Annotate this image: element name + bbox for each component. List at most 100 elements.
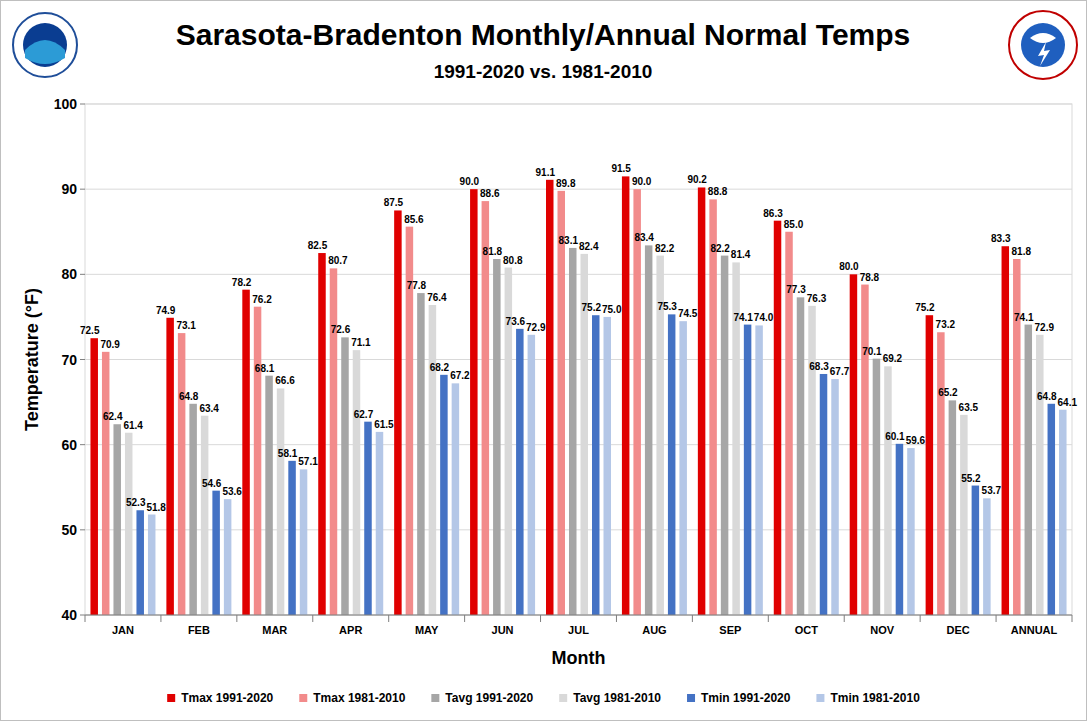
data-label: 62.7 xyxy=(354,409,374,420)
bar xyxy=(744,325,752,615)
x-tick xyxy=(996,615,997,622)
bar xyxy=(166,318,174,615)
data-label: 57.1 xyxy=(298,456,318,467)
data-label: 53.6 xyxy=(222,486,242,497)
logo-ring xyxy=(1009,11,1077,79)
data-label: 59.6 xyxy=(906,435,926,446)
data-label: 63.4 xyxy=(199,403,219,414)
data-label: 81.8 xyxy=(483,246,503,257)
x-tick-label: JUL xyxy=(568,624,589,636)
data-label: 82.4 xyxy=(579,241,599,252)
bar xyxy=(983,498,991,615)
bar xyxy=(102,352,110,615)
x-tick xyxy=(616,615,617,622)
bar xyxy=(896,444,904,615)
data-label: 75.0 xyxy=(602,304,622,315)
logo-core xyxy=(23,23,67,67)
y-tick-label: 70 xyxy=(61,352,77,368)
data-label: 80.7 xyxy=(328,255,348,266)
background xyxy=(0,0,1087,721)
bar xyxy=(831,379,839,615)
legend-item: Tmax 1991-2020 xyxy=(167,691,273,705)
legend-label: Tmin 1981-2010 xyxy=(830,691,920,705)
data-label: 91.1 xyxy=(536,167,556,178)
bar xyxy=(482,201,490,615)
data-label: 75.2 xyxy=(915,302,935,313)
data-label: 64.1 xyxy=(1058,397,1078,408)
noaa-logo xyxy=(13,13,77,77)
data-label: 64.8 xyxy=(179,391,199,402)
logo-wave xyxy=(25,40,65,64)
data-label: 78.2 xyxy=(232,277,252,288)
x-tick xyxy=(160,615,161,622)
data-label: 73.1 xyxy=(176,320,196,331)
data-label: 74.1 xyxy=(733,312,753,323)
bar xyxy=(1025,325,1033,615)
bar xyxy=(972,486,980,615)
data-label: 77.8 xyxy=(407,280,427,291)
bar xyxy=(376,432,384,615)
bar xyxy=(592,315,600,615)
bar xyxy=(861,285,869,615)
data-label: 78.8 xyxy=(860,272,880,283)
bar xyxy=(440,375,448,615)
bar xyxy=(178,333,186,615)
data-label: 60.1 xyxy=(885,431,905,442)
data-label: 67.2 xyxy=(450,370,470,381)
x-tick-label: JAN xyxy=(112,624,134,636)
nws-logo xyxy=(1009,11,1077,79)
data-label: 73.2 xyxy=(936,319,956,330)
bar xyxy=(341,337,349,615)
x-tick-label: ANNUAL xyxy=(1011,624,1058,636)
data-label: 90.0 xyxy=(632,176,652,187)
data-label: 74.9 xyxy=(156,305,176,316)
data-label: 82.2 xyxy=(655,243,675,254)
data-label: 83.3 xyxy=(991,233,1011,244)
data-label: 76.2 xyxy=(252,294,272,305)
y-tick xyxy=(80,444,85,445)
data-label: 54.6 xyxy=(202,478,222,489)
legend-item: Tmax 1981-2010 xyxy=(299,691,405,705)
data-label: 63.5 xyxy=(959,402,979,413)
bar xyxy=(125,433,133,615)
bar xyxy=(755,325,763,615)
grid-line xyxy=(85,359,1072,360)
data-label: 64.8 xyxy=(1037,391,1057,402)
data-label: 72.9 xyxy=(1035,322,1055,333)
bar xyxy=(417,293,425,615)
x-tick-label: DEC xyxy=(946,624,969,636)
chart-border xyxy=(1,1,1087,721)
data-label: 75.2 xyxy=(582,302,602,313)
bar xyxy=(90,338,98,615)
subtitle: 1991-2020 vs. 1981-2010 xyxy=(434,61,653,82)
bar xyxy=(1002,246,1010,615)
bar xyxy=(318,253,326,615)
x-tick-label: AUG xyxy=(642,624,666,636)
data-label: 85.6 xyxy=(404,214,424,225)
legend-item: Tmin 1991-2020 xyxy=(687,691,791,705)
y-tick-label: 100 xyxy=(54,96,78,112)
legend-label: Tmax 1991-2020 xyxy=(181,691,273,705)
bar xyxy=(873,359,881,615)
data-label: 82.5 xyxy=(308,240,328,251)
bar xyxy=(470,189,478,615)
x-tick xyxy=(388,615,389,622)
grid-line xyxy=(85,615,1072,616)
x-tick-label: MAR xyxy=(262,624,287,636)
bar xyxy=(937,332,945,615)
x-tick-label: JUN xyxy=(492,624,514,636)
data-label: 88.6 xyxy=(480,188,500,199)
bar xyxy=(797,297,805,615)
x-tick xyxy=(85,615,86,622)
bar xyxy=(604,317,612,615)
legend-item: Tavg 1981-2010 xyxy=(559,691,661,705)
y-axis-title: Temperature (°F) xyxy=(22,288,42,431)
bar xyxy=(300,469,308,615)
data-label: 62.4 xyxy=(103,411,123,422)
y-tick-label: 50 xyxy=(61,522,77,538)
bar xyxy=(774,221,782,615)
y-tick xyxy=(80,104,85,105)
bar xyxy=(277,388,285,615)
legend-item: Tavg 1991-2020 xyxy=(431,691,533,705)
data-labels: 72.574.978.282.587.590.091.191.590.286.3… xyxy=(80,163,1077,512)
